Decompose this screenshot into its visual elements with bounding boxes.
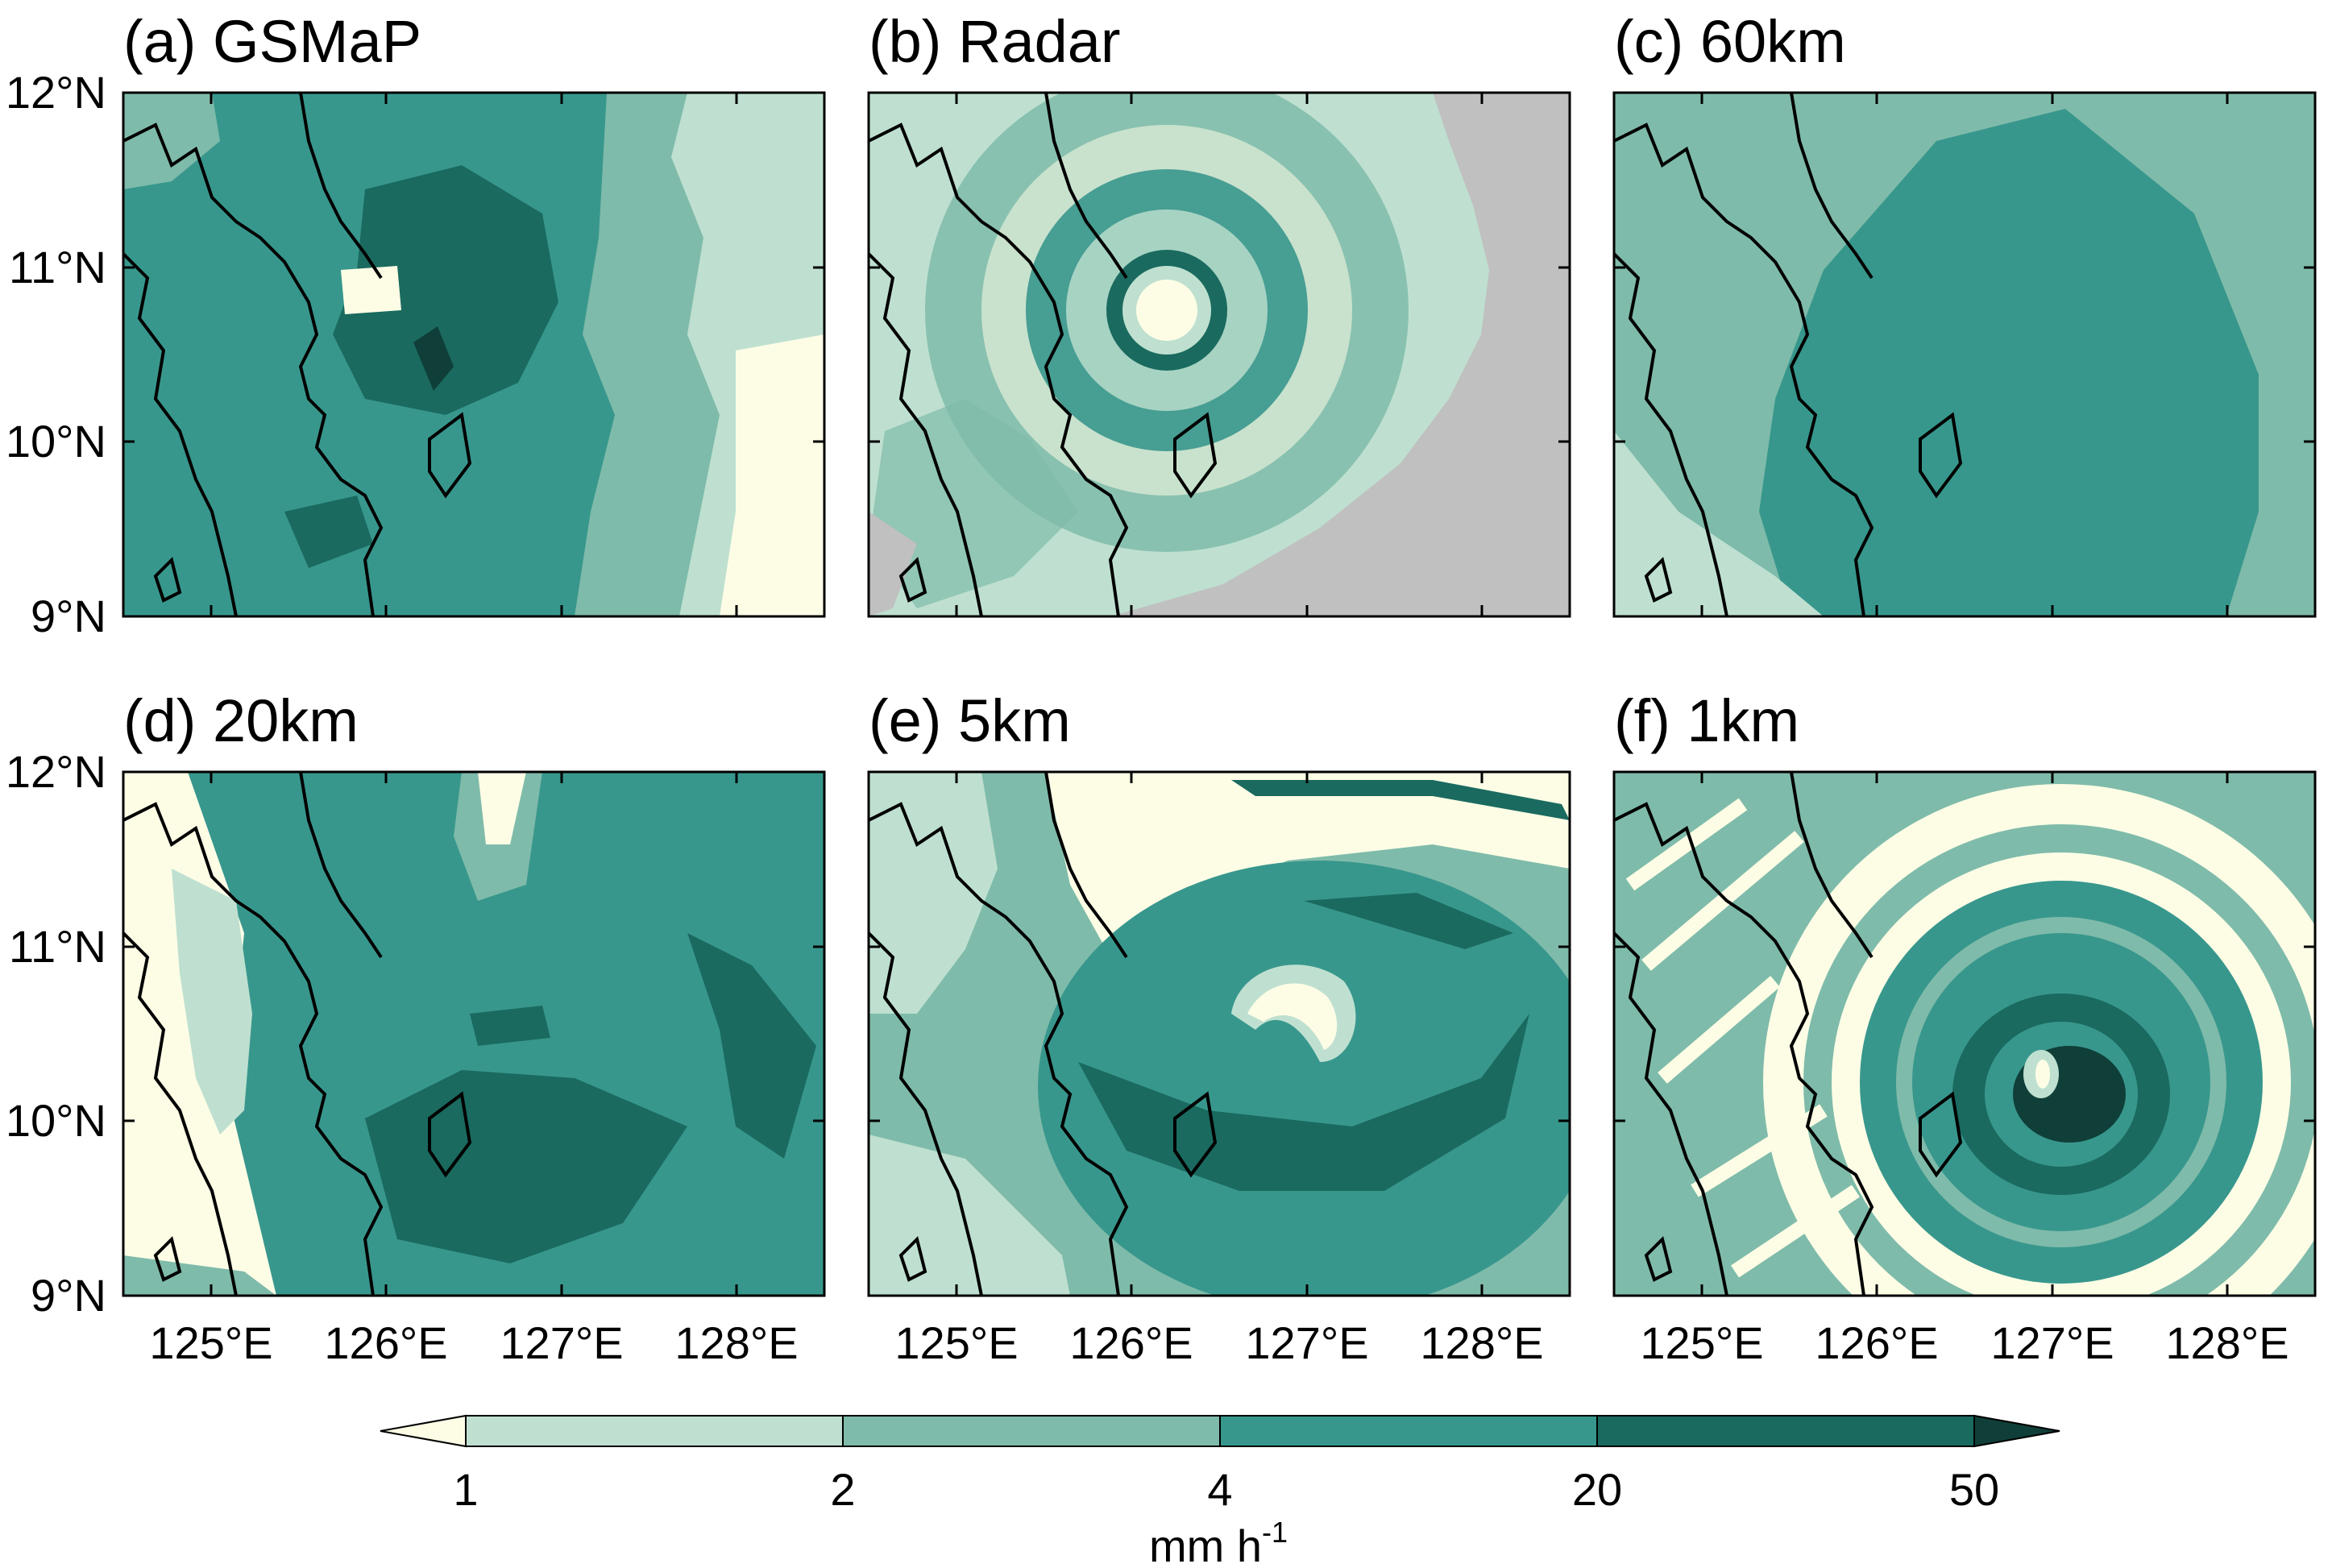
panel-e-region-1-2-sw (869, 1135, 1070, 1296)
colorbar-bin-4-20 (1220, 1416, 1597, 1446)
panel-f-eye-lt1 (2035, 1060, 2050, 1089)
panel-e-spiral-20-50 (1078, 1014, 1529, 1191)
lat-labels-row2: 12°N 11°N 10°N 9°N (6, 746, 106, 1321)
colorbar-tick-4: 4 (1207, 1464, 1232, 1515)
lon-label-127e: 127°E (1990, 1317, 2114, 1368)
tick-marks (123, 91, 2315, 1297)
panel-e-coastline (869, 772, 1218, 1296)
panel-d-field (123, 772, 824, 1296)
lon-label-126e: 126°E (324, 1317, 447, 1368)
panel-d-frame (122, 770, 826, 1297)
colorbar-tick-50: 50 (1949, 1464, 1999, 1515)
panel-d: (d) 20km (122, 687, 826, 1297)
lat-label-10n: 10°N (6, 1095, 106, 1146)
panel-a-region-20-50b (284, 496, 373, 568)
colorbar-unit-base: mm h (1149, 1520, 1262, 1568)
panel-f-title: (f) 1km (1614, 687, 1799, 754)
panel-b-field (869, 93, 1570, 616)
panel-d-title: (d) 20km (123, 687, 359, 754)
panel-f: (f) 1km (1612, 687, 2317, 1297)
panel-c-field (1614, 93, 2315, 616)
panel-c-title: (c) 60km (1614, 8, 1846, 75)
panel-e-band-20-50-upper (1304, 893, 1513, 949)
lon-label-125e: 125°E (149, 1317, 272, 1368)
panel-d-coastline (123, 772, 472, 1296)
colorbar-unit-exp: -1 (1262, 1516, 1288, 1549)
panel-f-field (1614, 772, 2315, 1296)
panel-e-field (869, 772, 1570, 1296)
colorbar: 1 2 4 20 50 mm h-1 (380, 1414, 2060, 1568)
lon-label-126e: 126°E (1069, 1317, 1193, 1368)
panel-c-region-4-20 (1759, 109, 2259, 616)
panel-e-frame (867, 770, 1571, 1297)
panel-d-region-20-50-east (687, 933, 816, 1159)
lat-label-12n: 12°N (6, 746, 106, 797)
panel-a-region-2-4b (123, 93, 220, 189)
lon-labels-e: 125°E 126°E 127°E 128°E (894, 1317, 1543, 1368)
panel-e-eye-lt1 (1247, 983, 1338, 1050)
colorbar-tick-20: 20 (1572, 1464, 1622, 1515)
panel-c-frame (1612, 91, 2317, 618)
lon-label-125e: 125°E (894, 1317, 1018, 1368)
panel-d-region-1-2-west (172, 869, 252, 1135)
panel-b-noise-1 (869, 399, 1078, 608)
panel-f-streaks (1625, 798, 1860, 1278)
colorbar-extend-low (380, 1414, 467, 1448)
lat-labels-row1: 12°N 11°N 10°N 9°N (6, 67, 106, 641)
lat-label-9n: 9°N (31, 1270, 106, 1321)
lat-label-11n: 11°N (9, 242, 106, 292)
panel-e-region-1-2-west (869, 772, 998, 1014)
panel-b: (b) Radar (867, 8, 1571, 618)
panel-d-region-2-4-west (123, 1255, 276, 1296)
lon-label-128e: 128°E (674, 1317, 798, 1368)
panel-a-region-20-50 (333, 165, 558, 415)
lat-label-11n: 11°N (9, 921, 106, 972)
panel-a-region-lt1b (341, 266, 401, 314)
colorbar-bin-20-50 (1597, 1416, 1974, 1446)
panel-a-title: (a) GSMaP (123, 8, 421, 75)
panel-b-coastline (869, 93, 1218, 616)
colorbar-tick-2: 2 (830, 1464, 855, 1515)
panel-f-frame (1612, 770, 2317, 1297)
lon-labels-d: 125°E 126°E 127°E 128°E (149, 1317, 798, 1368)
panel-d-region-20-50-small (470, 1006, 550, 1046)
panel-b-noise-2 (869, 512, 917, 616)
panel-e-title: (e) 5km (869, 687, 1071, 754)
lon-label-127e: 127°E (500, 1317, 623, 1368)
panel-b-title: (b) Radar (869, 8, 1121, 75)
panel-a-region-gt50 (413, 326, 454, 391)
lon-label-128e: 128°E (1420, 1317, 1543, 1368)
panel-e-spiral-4-20 (1038, 861, 1570, 1296)
panel-a-coastline (123, 93, 472, 616)
lon-label-128e: 128°E (2165, 1317, 2288, 1368)
colorbar-extend-high (1973, 1414, 2060, 1448)
panel-d-region-20-50 (365, 1070, 687, 1263)
panel-a-frame (122, 91, 826, 618)
panel-f-coastline (1614, 772, 1963, 1296)
colorbar-dividers (842, 1416, 1598, 1446)
panel-b-eye (1136, 280, 1197, 341)
panel-e: (e) 5km (867, 687, 1571, 1297)
panel-b-frame (867, 91, 1571, 618)
colorbar-bin-2-4 (843, 1416, 1220, 1446)
panel-a-region-lt1 (720, 334, 824, 616)
lat-label-12n: 12°N (6, 67, 106, 118)
lat-label-9n: 9°N (31, 591, 106, 641)
lon-label-126e: 126°E (1815, 1317, 1938, 1368)
colorbar-tick-1: 1 (453, 1464, 478, 1515)
panel-a: (a) GSMaP (122, 8, 826, 618)
lon-labels-f: 125°E 126°E 127°E 128°E (1640, 1317, 2288, 1368)
panel-c: (c) 60km (1612, 8, 2317, 618)
panel-c-coastline (1614, 93, 1963, 616)
lon-label-127e: 127°E (1245, 1317, 1368, 1368)
panel-a-field (123, 93, 824, 616)
colorbar-unit: mm h-1 (1149, 1516, 1288, 1568)
panel-e-region-20-50-north (1231, 780, 1570, 820)
colorbar-bin-1-2 (466, 1416, 843, 1446)
lon-label-125e: 125°E (1640, 1317, 1763, 1368)
lat-label-10n: 10°N (6, 416, 106, 467)
panel-e-region-lt1-north (1046, 772, 1570, 957)
panel-d-region-1-2-north (478, 772, 526, 844)
